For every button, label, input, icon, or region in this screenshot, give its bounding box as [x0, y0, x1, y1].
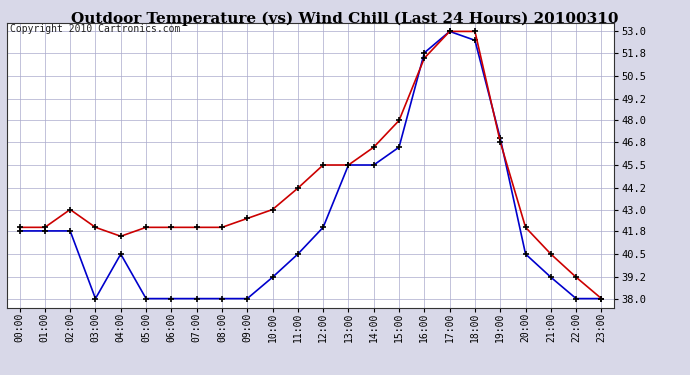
- Text: Outdoor Temperature (vs) Wind Chill (Last 24 Hours) 20100310: Outdoor Temperature (vs) Wind Chill (Las…: [71, 11, 619, 26]
- Text: Copyright 2010 Cartronics.com: Copyright 2010 Cartronics.com: [10, 24, 180, 34]
